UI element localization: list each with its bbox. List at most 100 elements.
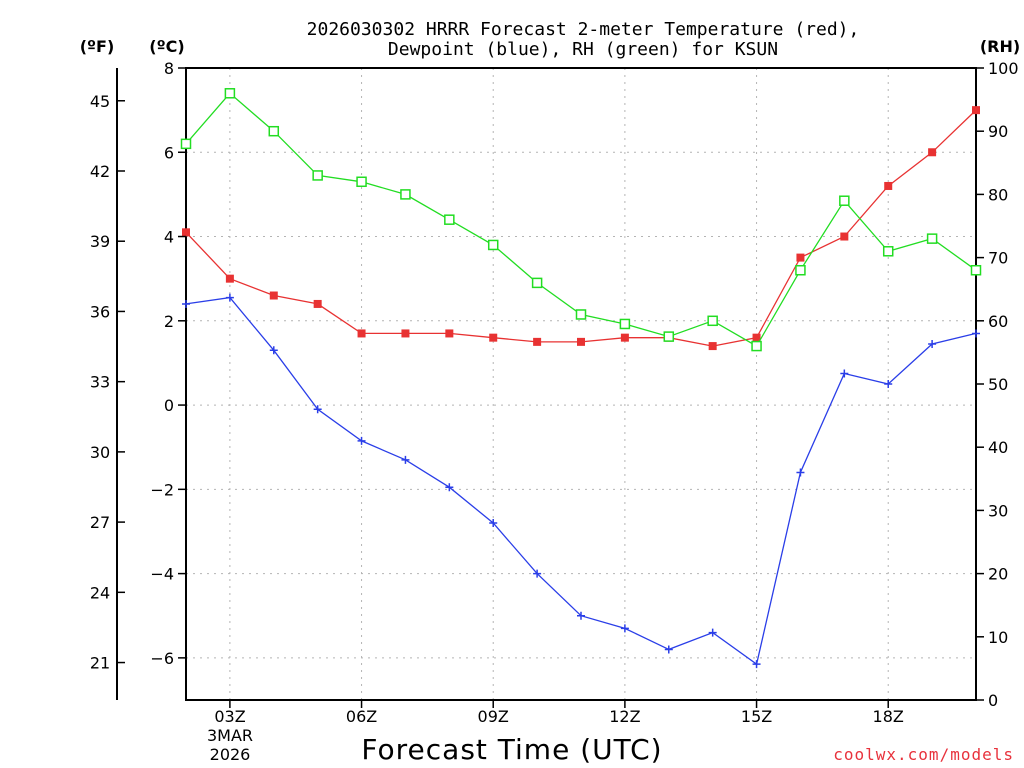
x-start-label-date: 3MAR xyxy=(207,726,253,745)
dewpoint-point xyxy=(533,569,542,578)
dewpoint-point xyxy=(752,660,761,669)
rh-tick-label: 10 xyxy=(988,628,1008,647)
fahrenheit-tick-label: 36 xyxy=(90,302,110,321)
temperature-point xyxy=(752,333,761,342)
temperature-point xyxy=(884,181,893,190)
dewpoint-point xyxy=(489,519,498,528)
fahrenheit-tick-label: 45 xyxy=(90,92,110,111)
dewpoint-point xyxy=(840,369,849,378)
dewpoint-point xyxy=(708,628,717,637)
fahrenheit-tick-label: 24 xyxy=(90,583,110,602)
rh-point xyxy=(400,189,411,200)
celsius-tick-label: −4 xyxy=(150,565,174,584)
rh-tick-label: 20 xyxy=(988,565,1008,584)
dewpoint-point xyxy=(928,339,937,348)
temperature-point xyxy=(401,329,410,338)
rh-point xyxy=(663,331,675,342)
temperature-point xyxy=(620,333,629,342)
source-credit: coolwx.com/models xyxy=(833,745,1014,764)
rh-tick-label: 0 xyxy=(988,691,998,710)
rh-point xyxy=(487,239,499,251)
dewpoint-point xyxy=(620,624,629,633)
dewpoint-point xyxy=(972,329,980,338)
dewpoint-point xyxy=(445,483,454,492)
fahrenheit-tick-label: 39 xyxy=(90,232,110,251)
rh-point xyxy=(751,340,762,352)
x-tick-label: 12Z xyxy=(609,707,640,726)
rh-point xyxy=(926,233,938,244)
temperature-point xyxy=(182,228,190,237)
celsius-tick-label: −6 xyxy=(150,649,174,668)
rh-point xyxy=(180,138,192,150)
dewpoint-point xyxy=(664,645,673,654)
celsius-tick-label: −2 xyxy=(150,480,174,499)
temperature-point xyxy=(313,299,322,308)
celsius-tick-label: 6 xyxy=(164,143,174,162)
series-layer xyxy=(180,88,982,669)
dewpoint-point xyxy=(313,405,322,414)
fahrenheit-unit-label: (ºF) xyxy=(80,37,115,56)
rh-point xyxy=(839,195,850,206)
dewpoint-point xyxy=(357,436,366,445)
x-tick-label: 15Z xyxy=(741,707,772,726)
fahrenheit-tick-label: 42 xyxy=(90,162,110,181)
dewpoint-series xyxy=(182,293,980,669)
fahrenheit-tick-label: 33 xyxy=(90,373,110,392)
celsius-tick-label: 8 xyxy=(164,59,174,78)
x-tick-label: 09Z xyxy=(478,707,509,726)
rh-point xyxy=(707,315,718,327)
rh-tick-label: 100 xyxy=(988,59,1019,78)
axis-ticks: −6−4−20246821242730333639424501020304050… xyxy=(90,59,1019,726)
rh-unit-label: (RH) xyxy=(980,37,1020,56)
temperature-point xyxy=(445,329,454,338)
rh-point xyxy=(575,309,587,320)
rh-point xyxy=(619,318,631,330)
x-axis-title: Forecast Time (UTC) xyxy=(361,733,662,766)
rh-series xyxy=(180,88,982,352)
temperature-point xyxy=(533,337,542,346)
rh-point xyxy=(268,125,280,137)
rh-tick-label: 90 xyxy=(988,122,1008,141)
dewpoint-point xyxy=(577,611,585,620)
rh-tick-label: 80 xyxy=(988,185,1008,204)
rh-point xyxy=(312,170,323,181)
temperature-point xyxy=(225,274,234,283)
dewpoint-point xyxy=(269,346,278,355)
temperature-point xyxy=(489,333,498,342)
rh-point xyxy=(882,246,894,257)
temperature-point xyxy=(796,253,805,262)
temperature-point xyxy=(357,329,366,338)
rh-point xyxy=(531,277,543,289)
celsius-tick-label: 0 xyxy=(164,396,174,415)
chart-title-line-1: 2026030302 HRRR Forecast 2-meter Tempera… xyxy=(307,19,860,40)
temperature-point xyxy=(577,337,585,346)
x-tick-label: 06Z xyxy=(346,707,377,726)
temperature-point xyxy=(708,342,717,351)
rh-tick-label: 70 xyxy=(988,249,1008,268)
rh-point xyxy=(356,176,367,188)
temperature-point xyxy=(928,148,937,157)
x-start-label-hour: 03Z xyxy=(214,707,245,726)
rh-line xyxy=(185,92,977,347)
chart-title-line-2: Dewpoint (blue), RH (green) for KSUN xyxy=(388,39,778,60)
dewpoint-point xyxy=(182,299,190,308)
temperature-point xyxy=(972,106,980,115)
temperature-point xyxy=(840,232,849,241)
fahrenheit-tick-label: 27 xyxy=(90,513,110,532)
temperature-point xyxy=(269,291,278,300)
x-tick-label: 18Z xyxy=(873,707,904,726)
rh-tick-label: 60 xyxy=(988,312,1008,331)
fahrenheit-tick-label: 21 xyxy=(90,654,110,673)
rh-point xyxy=(444,214,455,225)
celsius-unit-label: (ºC) xyxy=(149,37,184,56)
rh-point xyxy=(970,264,982,276)
rh-point xyxy=(224,88,236,99)
temperature-series xyxy=(182,106,980,351)
celsius-tick-label: 4 xyxy=(164,228,174,247)
dewpoint-point xyxy=(796,468,805,477)
x-start-label-year: 2026 xyxy=(210,745,251,764)
rh-tick-label: 40 xyxy=(988,438,1008,457)
rh-point xyxy=(795,264,806,276)
dewpoint-line xyxy=(185,296,977,666)
